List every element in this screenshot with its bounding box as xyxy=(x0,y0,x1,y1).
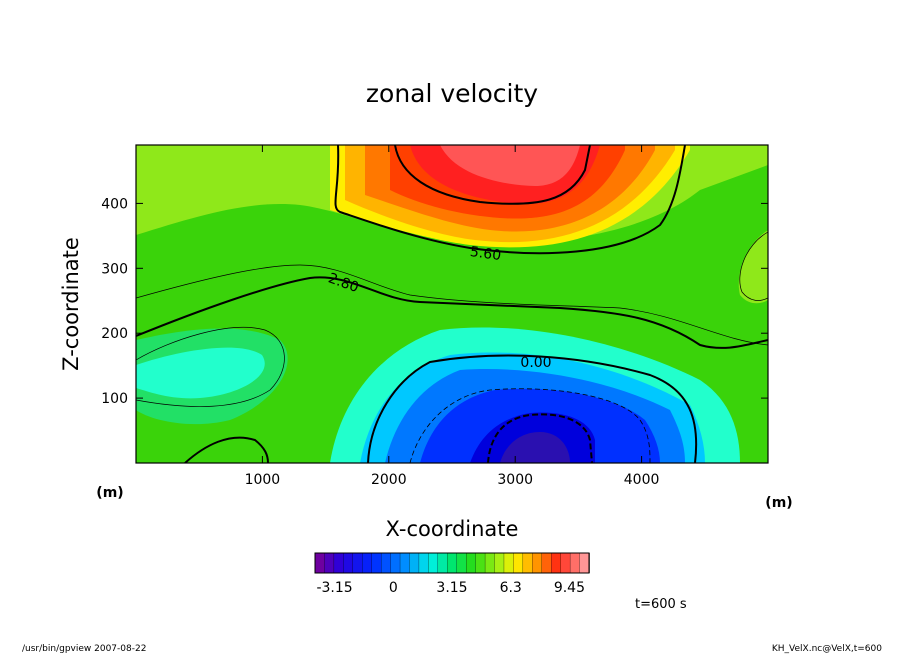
colorbar-cell xyxy=(333,552,345,574)
colorbar-frame xyxy=(314,552,590,574)
colorbar-cell xyxy=(466,552,477,574)
contour-line-right-loop xyxy=(739,231,768,301)
colorbar-cell xyxy=(456,552,467,574)
colorbar-cell xyxy=(513,552,524,574)
x-axis-label: X-coordinate xyxy=(386,517,519,541)
x-tick-label: 1000 xyxy=(245,472,281,488)
colorbar-tick-label: 6.3 xyxy=(500,580,522,596)
colorbar-cell xyxy=(324,552,335,574)
colorbar-cell xyxy=(569,552,581,574)
colorbar-cell xyxy=(399,552,411,574)
chart-title: zonal velocity xyxy=(366,79,538,108)
colorbar-cell xyxy=(371,552,382,574)
colorbar-cell xyxy=(352,552,363,574)
colorbar xyxy=(314,552,590,574)
footer-right: KH_VelX.nc@VelX,t=600 xyxy=(772,644,882,654)
contour-line-neg2 xyxy=(487,413,593,463)
colorbar-cell xyxy=(409,552,420,574)
contour-line-560 xyxy=(334,145,686,255)
y-axis-label: Z-coordinate xyxy=(59,237,83,371)
colorbar-cell xyxy=(343,552,354,574)
colorbar-cell xyxy=(437,552,449,574)
y-tick-label: 200 xyxy=(101,326,128,342)
colorbar-cell xyxy=(380,552,392,574)
x-tick-label: 3000 xyxy=(497,472,533,488)
contour-line-000 xyxy=(367,354,698,463)
y-tick-label: 400 xyxy=(101,196,128,212)
colorbar-cell xyxy=(532,552,543,574)
contour-line-1 xyxy=(136,264,768,346)
x-tick-label: 2000 xyxy=(371,472,407,488)
colorbar-ticks: -3.15 0 3.15 6.3 9.45 xyxy=(316,580,585,596)
plot-area xyxy=(136,145,768,463)
colorbar-cell xyxy=(390,552,401,574)
contour-line-left-loop xyxy=(136,327,285,407)
x-unit-left: (m) xyxy=(96,485,123,501)
contour-line-neg1 xyxy=(409,388,651,463)
right-bulge-fill xyxy=(738,230,768,304)
y-axis: 100 200 300 400 xyxy=(101,196,768,407)
colorbar-cell xyxy=(541,552,552,574)
warm-fill-6 xyxy=(440,145,580,186)
cool-fill-left-2 xyxy=(136,347,265,399)
colorbar-cell xyxy=(560,552,571,574)
colorbar-tick-label: 0 xyxy=(389,580,398,596)
x-axis: 1000 2000 3000 4000 xyxy=(245,145,660,488)
colorbar-cell xyxy=(475,552,486,574)
contour-line-upper xyxy=(394,145,591,205)
time-label: t=600 s xyxy=(635,597,687,612)
footer-left: /usr/bin/gpview 2007-08-22 xyxy=(22,644,146,654)
cool-fill-6 xyxy=(500,432,570,463)
y-tick-label: 300 xyxy=(101,261,128,277)
contour-label-000: 0.00 xyxy=(520,355,551,371)
colorbar-cell xyxy=(503,552,515,574)
colorbar-tick-label: -3.15 xyxy=(316,580,352,596)
colorbar-cell xyxy=(551,552,562,574)
contour-line-lower-left xyxy=(184,436,269,463)
colorbar-tick-label: 3.15 xyxy=(436,580,467,596)
plot-frame xyxy=(135,144,769,464)
colorbar-cell xyxy=(522,552,534,574)
colorbar-cell xyxy=(447,552,458,574)
y-tick-label: 100 xyxy=(101,391,128,407)
x-unit-right: (m) xyxy=(765,495,792,511)
colorbar-tick-label: 9.45 xyxy=(554,580,585,596)
x-tick-label: 4000 xyxy=(624,472,660,488)
colorbar-cell xyxy=(418,552,430,574)
colorbar-cell xyxy=(494,552,505,574)
colorbar-cell xyxy=(579,552,590,574)
colorbar-cell xyxy=(484,552,496,574)
contour-line-280 xyxy=(136,276,768,349)
colorbar-cell xyxy=(362,552,373,574)
contour-label-560: 5.60 xyxy=(469,244,502,264)
colorbar-cell xyxy=(428,552,439,574)
colorbar-cell xyxy=(314,552,326,574)
